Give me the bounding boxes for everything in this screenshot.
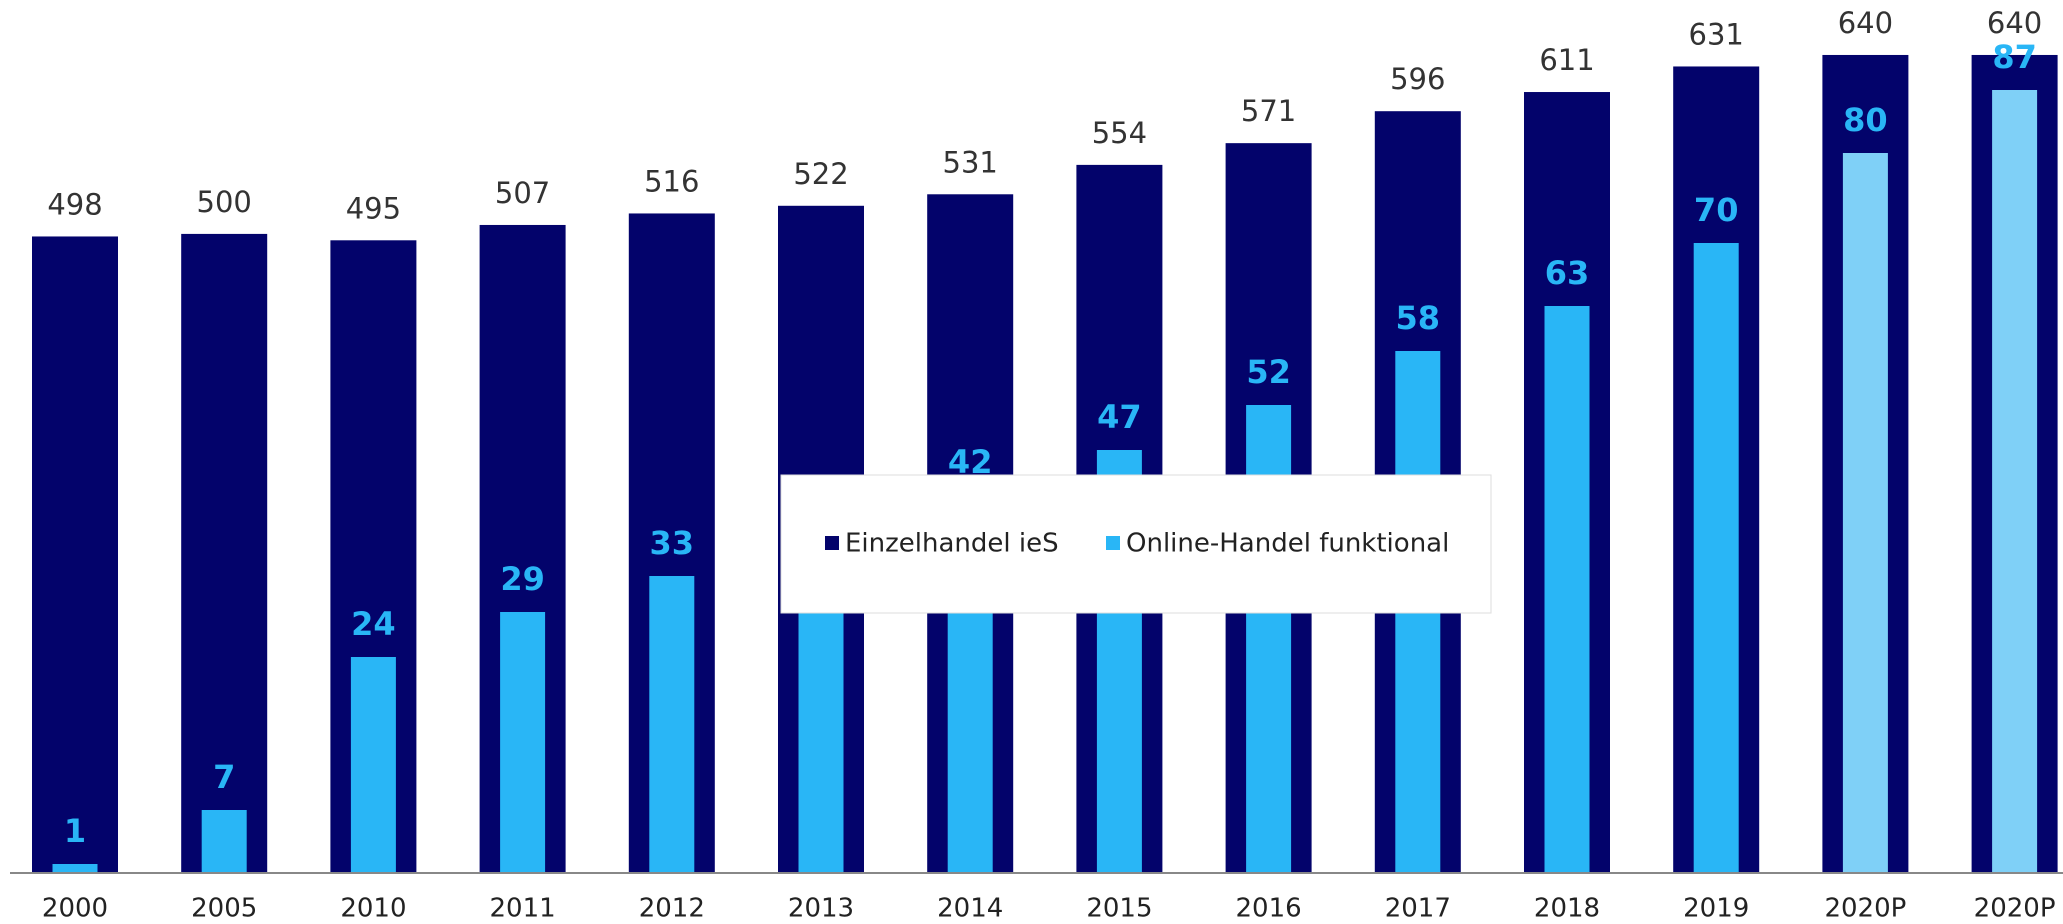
- x-tick-label: 2019: [1683, 894, 1749, 924]
- x-tick-label: 2020P: [1974, 894, 2056, 924]
- data-label: 571: [1241, 94, 1296, 128]
- x-tick-label: 2012: [639, 894, 705, 924]
- data-label: 70: [1694, 191, 1739, 229]
- data-label: 531: [943, 145, 998, 179]
- bar: [1992, 90, 2038, 873]
- x-tick-label: 2011: [490, 894, 556, 924]
- data-label: 29: [500, 560, 545, 598]
- data-label: 47: [1097, 398, 1142, 436]
- legend-swatch: [825, 536, 839, 550]
- data-label: 498: [47, 187, 102, 221]
- data-label: 58: [1396, 299, 1441, 337]
- x-tick-label: 2020P: [1824, 894, 1906, 924]
- x-tick-label: 2015: [1086, 894, 1152, 924]
- legend-swatch: [1106, 536, 1120, 550]
- bar: [1842, 153, 1888, 873]
- data-label: 33: [650, 524, 695, 562]
- data-label: 500: [197, 185, 252, 219]
- legend-label: Online-Handel funktional: [1126, 529, 1449, 559]
- x-tick-label: 2016: [1236, 894, 1302, 924]
- bar: [1544, 306, 1590, 873]
- data-label: 631: [1689, 17, 1744, 51]
- data-label: 1: [64, 812, 86, 850]
- bar: [201, 810, 247, 873]
- data-label: 554: [1092, 116, 1147, 150]
- data-label: 7: [213, 758, 235, 796]
- x-tick-label: 2010: [340, 894, 406, 924]
- x-tick-label: 2000: [42, 894, 108, 924]
- data-label: 640: [1838, 6, 1893, 40]
- bar: [1693, 243, 1739, 873]
- legend-box: [780, 474, 1492, 614]
- data-label: 507: [495, 176, 550, 210]
- bar: [32, 236, 118, 874]
- data-label: 611: [1539, 43, 1594, 77]
- data-label: 63: [1545, 254, 1590, 292]
- data-label: 640: [1987, 6, 2042, 40]
- data-label: 495: [346, 191, 401, 225]
- legend-label: Einzelhandel ieS: [845, 529, 1059, 559]
- bar: [649, 576, 695, 873]
- bar: [350, 657, 396, 873]
- bar: [500, 612, 546, 873]
- x-tick-label: 2018: [1534, 894, 1600, 924]
- data-label: 516: [644, 164, 699, 198]
- data-label: 596: [1390, 62, 1445, 96]
- bar: [52, 864, 98, 873]
- x-tick-label: 2005: [191, 894, 257, 924]
- x-tick-label: 2017: [1385, 894, 1451, 924]
- data-label: 24: [351, 605, 396, 643]
- x-tick-label: 2013: [788, 894, 854, 924]
- data-label: 87: [1992, 38, 2037, 76]
- data-label: 80: [1843, 101, 1888, 139]
- x-tick-label: 2014: [937, 894, 1003, 924]
- data-label: 522: [793, 157, 848, 191]
- bar: [181, 233, 268, 873]
- data-label: 52: [1246, 353, 1291, 391]
